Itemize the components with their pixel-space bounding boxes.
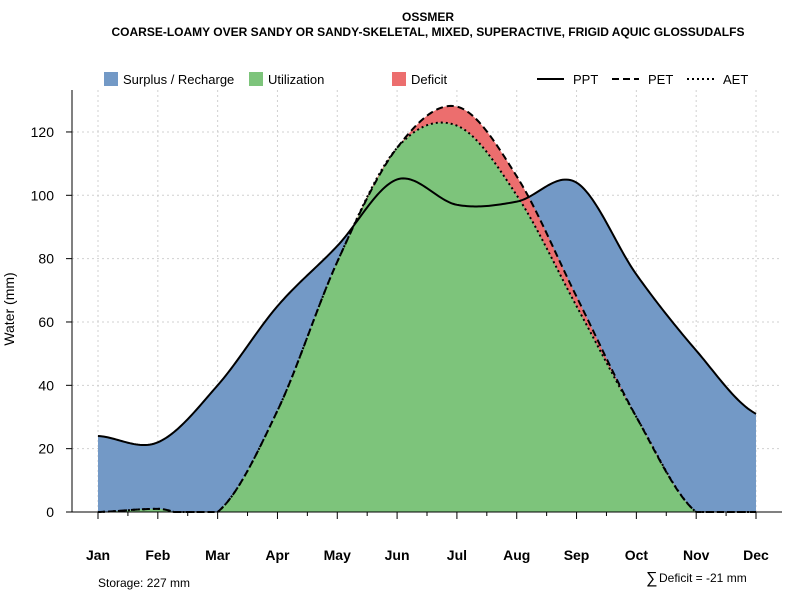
legend-swatch-surplus (104, 72, 118, 86)
chart-subtitle: COARSE-LOAMY OVER SANDY OR SANDY-SKELETA… (112, 25, 745, 39)
x-tick-label-dec: Dec (743, 547, 769, 563)
legend-label-utilization: Utilization (268, 72, 324, 87)
y-tick-label: 100 (31, 187, 55, 203)
storage-annotation: Storage: 227 mm (98, 576, 190, 590)
x-tick-label-apr: Apr (265, 547, 290, 563)
ppt-line (97, 177, 757, 447)
sum-icon: ∑ (646, 570, 657, 587)
x-axis-ticks: Jan Feb Mar Apr May Jun Jul Aug Sep Oct Nov Dec (86, 512, 769, 563)
legend-label-aet: AET (723, 72, 748, 87)
legend-swatch-utilization (249, 72, 263, 86)
area-layer (98, 105, 756, 513)
x-tick-label-jan: Jan (86, 547, 110, 563)
y-tick-label: 20 (38, 441, 54, 457)
y-tick-label: 120 (31, 124, 55, 140)
deficit-annotation: Deficit = -21 mm (659, 571, 747, 585)
x-tick-label-sep: Sep (564, 547, 590, 563)
legend: Surplus / Recharge Utilization Deficit P… (104, 72, 748, 87)
legend-swatch-deficit (392, 72, 406, 86)
legend-label-deficit: Deficit (411, 72, 448, 87)
y-axis-title: Water (mm) (1, 272, 17, 345)
x-tick-label-may: May (324, 547, 351, 563)
x-tick-label-feb: Feb (145, 547, 170, 563)
y-tick-label: 60 (38, 314, 54, 330)
x-tick-label-oct: Oct (625, 547, 649, 563)
y-axis-ticks: 0 20 40 60 80 100 120 (31, 124, 72, 520)
legend-label-ppt: PPT (573, 72, 598, 87)
x-tick-label-mar: Mar (205, 547, 230, 563)
utilization-area (98, 122, 756, 512)
x-tick-label-nov: Nov (683, 547, 710, 563)
legend-label-surplus: Surplus / Recharge (123, 72, 234, 87)
chart-title: OSSMER (402, 10, 454, 24)
y-tick-label: 80 (38, 251, 54, 267)
x-tick-label-jun: Jun (385, 547, 410, 563)
y-tick-label: 40 (38, 377, 54, 393)
y-tick-label: 0 (46, 504, 54, 520)
x-tick-label-aug: Aug (503, 547, 530, 563)
legend-label-pet: PET (648, 72, 673, 87)
x-tick-label-jul: Jul (447, 547, 467, 563)
